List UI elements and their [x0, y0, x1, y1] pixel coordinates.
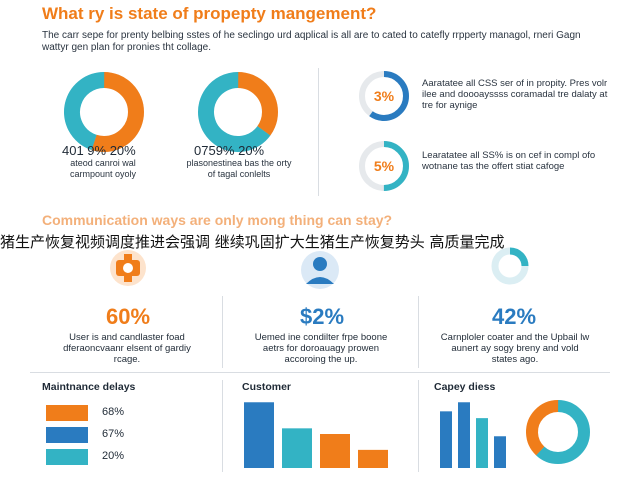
- side-stat-2-svg: [359, 141, 409, 191]
- donut-left-note: ateod canroi wal carmpount oyoly: [69, 158, 137, 179]
- side-stat-1-text: Aaratatee all CSS ser of in propity. Pre…: [422, 78, 608, 111]
- donut-left-segment-b: [64, 72, 144, 152]
- donut-right-note: plasonestinea bas the orty of tagal conl…: [186, 158, 292, 179]
- customer-title: Customer: [242, 381, 292, 393]
- card-divider-1: [222, 296, 223, 368]
- panel-divider-1: [222, 380, 223, 472]
- customer-bar-3: [320, 434, 350, 468]
- donut-right: [196, 70, 280, 154]
- maintenance-value-1: 68%: [102, 406, 125, 418]
- side-stat-2-arc: [359, 141, 409, 191]
- side-stat-2-value: 5%: [373, 158, 395, 174]
- maintenance-bar-1: [46, 405, 88, 421]
- capey-bar-3: [476, 418, 488, 468]
- capey-title: Capey diess: [434, 381, 496, 393]
- donut-right-stat: 0759% 20%: [194, 143, 265, 158]
- gear-icon: [100, 246, 156, 286]
- capey-donut-chart: [526, 400, 590, 464]
- ring-chart-icon: [482, 246, 538, 286]
- card-chart-value: 42%: [491, 304, 537, 329]
- donut-left-stat: 401 9% 20%: [62, 143, 136, 158]
- maintenance-bar-2: [46, 427, 88, 443]
- card-care-value: 60%: [105, 304, 151, 329]
- side-stat-1-value: 3%: [373, 88, 395, 104]
- customer-bar-chart: [244, 402, 388, 468]
- maintenance-value-3: 20%: [102, 450, 125, 462]
- side-stat-1-ring: 3%: [358, 70, 410, 122]
- capey-bar-chart: [440, 402, 506, 468]
- user-icon: [292, 250, 348, 290]
- page-title: What ry is state of propepty mangement?: [42, 4, 377, 23]
- card-person-text: Uemed ine condilter frpe boone aetrs for…: [254, 332, 388, 365]
- intro-text: The carr sepe for prenty belbing sstes o…: [42, 30, 581, 53]
- card-divider-2: [418, 296, 419, 368]
- capey-bar-4: [494, 436, 506, 468]
- card-care-text: User is and candlaster foad dferaoncvaan…: [63, 332, 191, 365]
- customer-bar-1: [244, 402, 274, 468]
- side-stat-1-svg: [359, 71, 409, 121]
- card-chart-text: Carnploler coater and the Upbail lw aune…: [440, 332, 590, 365]
- side-stat-1-arc: [359, 71, 409, 121]
- donut-left: [62, 70, 146, 154]
- side-stat-2-text: Learatatee all SS% is on cef in compl of…: [422, 150, 596, 172]
- subtitle-banner: 猪生产恢复视频调度推进会强调 继续巩固扩大生猪生产恢复势头 高质量完成: [0, 233, 505, 251]
- customer-bar-4: [358, 449, 388, 468]
- side-stat-2-ring: 5%: [358, 140, 410, 192]
- customer-bar-2: [282, 428, 312, 468]
- section-title: Communication ways are only mong thing c…: [42, 212, 393, 228]
- maintenance-value-2: 67%: [102, 428, 125, 440]
- donut-left-svg: [64, 72, 144, 152]
- maintenance-bar-3: [46, 449, 88, 465]
- card-person-value: $2%: [299, 304, 345, 329]
- panel-divider-2: [418, 380, 419, 472]
- capey-bar-2: [458, 402, 470, 468]
- bottom-divider: [30, 372, 610, 373]
- donut-right-svg: [198, 72, 278, 152]
- capey-bar-1: [440, 411, 452, 468]
- maintenance-title: Maintnance delays: [42, 381, 136, 393]
- top-divider: [318, 68, 319, 196]
